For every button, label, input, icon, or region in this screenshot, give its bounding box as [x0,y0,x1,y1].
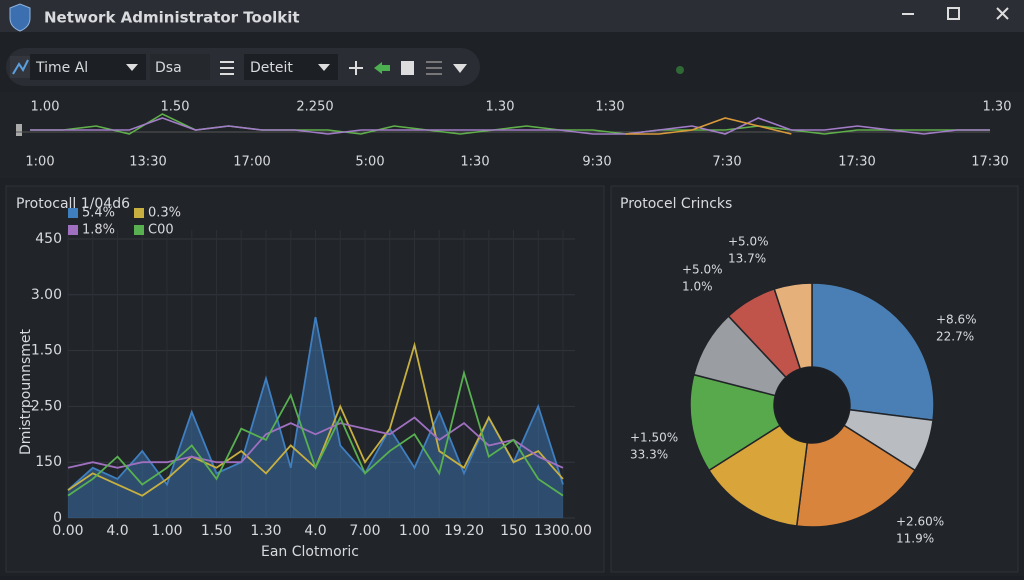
timeline-bottom-label: 17:30 [838,155,875,170]
add-button[interactable] [349,61,363,75]
pie-annotation: +2.60% [896,515,944,529]
app-icon [9,3,31,32]
field-label: Dsa [155,60,182,76]
legend-swatch [134,225,144,235]
series-line [67,416,564,469]
x-tick-label: 1300.00 [534,523,592,539]
y-tick-label: 2.50 [31,398,62,414]
timeline-bottom-label: 1:00 [25,155,54,170]
more-button[interactable] [453,64,467,73]
mode-dropdown-label: Deteit [250,60,293,76]
legend-label: 5.4% [82,206,115,221]
x-tick-label: 19.20 [444,523,484,539]
legend-swatch [134,208,144,218]
x-axis-title: Ean Clotmoric [261,544,359,560]
save-button[interactable] [401,61,414,75]
x-tick-label: 7.00 [349,523,380,539]
x-tick-label: 4.0 [304,523,326,539]
import-button[interactable] [374,62,390,74]
series-line [67,369,564,497]
x-tick-label: 150 [500,523,527,539]
menu-button[interactable] [220,61,234,75]
time-dropdown[interactable] [30,54,146,80]
window-title: Network Administrator Toolkit [44,9,300,27]
pie-annotation: 1.0% [682,280,713,294]
pie-annotation: +1.50% [630,431,678,445]
close-button[interactable] [996,7,1009,20]
timeline-top-label: 1.00 [31,100,60,115]
timeline-top-label: 1.50 [161,100,190,115]
timeline-line [30,117,990,135]
chart-tool-icon [12,59,29,75]
y-tick-label: 3.00 [31,287,62,303]
pie-annotation: +5.0% [728,235,769,249]
list-button[interactable] [426,61,442,75]
legend-swatch [68,208,78,218]
x-tick-label: 1.00 [399,523,430,539]
dropdown-arrow [318,64,330,71]
field-input[interactable] [150,54,210,80]
maximize-button[interactable] [947,7,960,20]
timeline-bottom-label: 7:30 [712,155,741,170]
timeline-top-label: 2.250 [296,100,333,115]
timeline-bottom-label: 17:30 [971,155,1008,170]
pie-annotation: 33.3% [630,448,668,462]
x-tick-label: 1.30 [250,523,281,539]
title-bar [0,0,1024,32]
legend-label: C00 [148,223,174,238]
chart-title: Protocel Crincks [620,196,732,212]
timeline-line [625,117,792,135]
x-tick-label: 1.50 [201,523,232,539]
chart-title: Protocall 1/04d6 [16,196,130,212]
status-dot [676,66,684,74]
y-tick-label: 1.50 [31,343,62,359]
timeline-panel [0,92,1024,178]
timeline-top-label: 1.30 [983,100,1012,115]
x-tick-label: 0.00 [52,523,83,539]
legend-label: 0.3% [148,206,181,221]
legend-label: 1.8% [82,223,115,238]
timeline-bottom-label: 1:30 [460,155,489,170]
pie-hole [774,367,850,443]
timeline-bottom-label: 9:30 [582,155,611,170]
y-tick-label: 150 [35,454,62,470]
time-dropdown-label: Time Al [35,60,88,76]
timeline-bottom-label: 5:00 [355,155,384,170]
pie-annotation: +5.0% [682,263,723,277]
timeline-top-label: 1:30 [595,100,624,115]
legend-swatch [68,225,78,235]
area [68,317,563,518]
y-tick-label: 0 [53,510,62,526]
pie-annotation: +8.6% [936,313,977,327]
dropdown-arrow [126,64,138,71]
x-tick-label: 4.0 [106,523,128,539]
pie-annotation: 13.7% [728,252,766,266]
pie-annotation: 22.7% [936,330,974,344]
pie-annotation: 11.9% [896,532,934,546]
timeline-bottom-label: 17:00 [233,155,270,170]
timeline-top-label: 1.30 [486,100,515,115]
y-tick-label: 450 [35,231,62,247]
y-axis-title: Dmistrpounnsmet [18,329,34,455]
x-tick-label: 1.00 [151,523,182,539]
timeline-handle[interactable] [16,124,22,136]
timeline-bottom-label: 13:30 [129,155,166,170]
